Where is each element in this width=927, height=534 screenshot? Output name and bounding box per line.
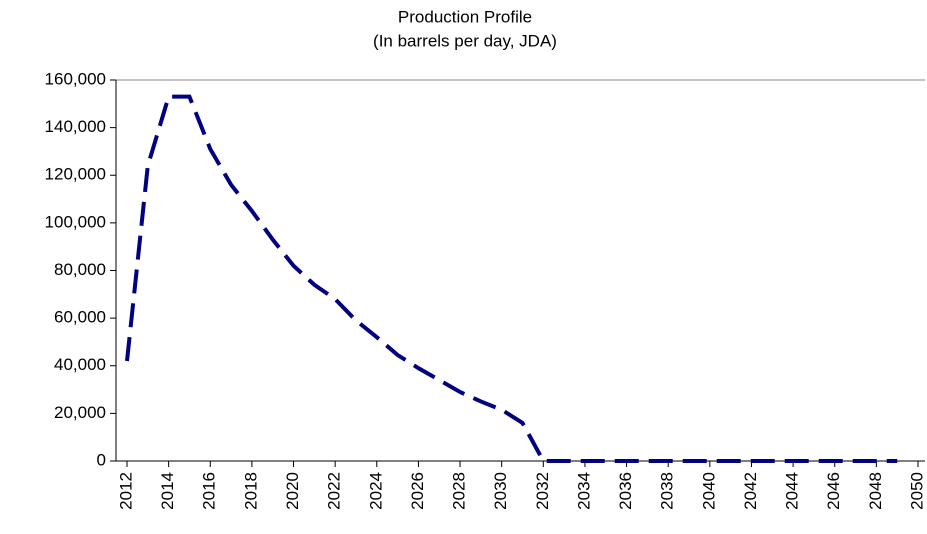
y-tick-label: 20,000 (54, 403, 106, 422)
x-tick-label: 2016 (200, 472, 219, 510)
chart-subtitle: (In barrels per day, JDA) (373, 31, 557, 50)
x-tick-label: 2034 (574, 472, 593, 510)
data-line (125, 94, 898, 463)
y-tick-label: 40,000 (54, 355, 106, 374)
y-tick-label: 120,000 (45, 165, 106, 184)
x-tick-label: 2022 (325, 472, 344, 510)
x-tick-label: 2038 (658, 472, 677, 510)
x-tick-label: 2018 (241, 472, 260, 510)
x-tick-label: 2046 (824, 472, 843, 510)
x-tick-label: 2036 (616, 472, 635, 510)
chart-title: Production Profile (398, 7, 532, 26)
x-tick-label: 2020 (283, 472, 302, 510)
x-tick-label: 2030 (491, 472, 510, 510)
x-tick-label: 2040 (699, 472, 718, 510)
x-tick-label: 2048 (866, 472, 885, 510)
x-tick-label: 2024 (366, 472, 385, 510)
x-tick-label: 2032 (533, 472, 552, 510)
y-tick-label: 140,000 (45, 117, 106, 136)
x-tick-label: 2028 (450, 472, 469, 510)
x-tick-label: 2042 (741, 472, 760, 510)
x-tick-label: 2044 (783, 472, 802, 510)
y-tick-label: 100,000 (45, 212, 106, 231)
x-tick-label: 2050 (907, 472, 926, 510)
x-tick-label: 2014 (158, 472, 177, 510)
y-tick-label: 0 (97, 450, 106, 469)
y-tick-label: 160,000 (45, 69, 106, 88)
x-tick-label: 2012 (116, 472, 135, 510)
y-tick-label: 80,000 (54, 260, 106, 279)
x-tick-label: 2026 (408, 472, 427, 510)
y-tick-label: 60,000 (54, 308, 106, 327)
